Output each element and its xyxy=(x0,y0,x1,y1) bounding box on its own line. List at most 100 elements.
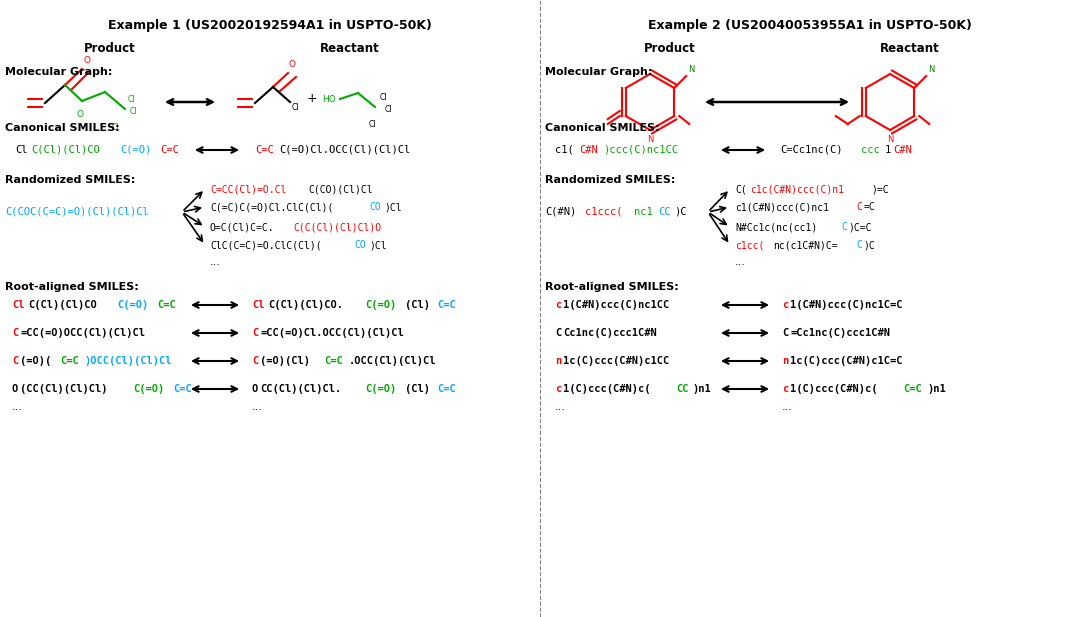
Text: N: N xyxy=(688,65,694,74)
Text: N: N xyxy=(928,65,934,74)
Text: O: O xyxy=(288,60,296,69)
Text: C: C xyxy=(12,356,18,366)
Text: Reactant: Reactant xyxy=(880,42,940,55)
Text: c: c xyxy=(782,384,788,394)
Text: C=C: C=C xyxy=(255,145,273,155)
Text: ...: ... xyxy=(252,402,262,412)
Text: O=C(Cl)C=C.: O=C(Cl)C=C. xyxy=(210,222,274,232)
Text: C(=O): C(=O) xyxy=(365,384,396,394)
Text: Cl: Cl xyxy=(368,120,376,129)
Text: CC(Cl)(Cl)Cl.: CC(Cl)(Cl)Cl. xyxy=(260,384,341,394)
Text: N: N xyxy=(647,135,653,144)
Text: Randomized SMILES:: Randomized SMILES: xyxy=(545,175,675,185)
Text: c1c(C#N)ccc(C)n1: c1c(C#N)ccc(C)n1 xyxy=(751,184,845,194)
Text: C(Cl)(Cl)CO: C(Cl)(Cl)CO xyxy=(31,145,99,155)
Text: C=C: C=C xyxy=(160,145,179,155)
Text: C(=O): C(=O) xyxy=(133,384,164,394)
Text: Cc1nc(C)ccc1C#N: Cc1nc(C)ccc1C#N xyxy=(563,328,657,338)
Text: ...: ... xyxy=(12,402,23,412)
Text: O: O xyxy=(77,110,83,119)
Text: CC: CC xyxy=(676,384,688,394)
Text: O: O xyxy=(83,56,91,65)
Text: 1(C#N)ccc(C)nc1CC: 1(C#N)ccc(C)nc1CC xyxy=(563,300,670,310)
Text: (CC(Cl)(Cl)Cl): (CC(Cl)(Cl)Cl) xyxy=(21,384,108,394)
Text: C=C: C=C xyxy=(325,356,343,366)
Text: =Cc1nc(C)ccc1C#N: =Cc1nc(C)ccc1C#N xyxy=(791,328,890,338)
Text: C: C xyxy=(12,328,18,338)
Text: nc(c1C#N)C=: nc(c1C#N)C= xyxy=(773,240,837,250)
Text: C: C xyxy=(841,222,847,232)
Text: Cl: Cl xyxy=(12,300,25,310)
Text: Canonical SMILES:: Canonical SMILES: xyxy=(5,123,120,133)
Text: c: c xyxy=(555,384,562,394)
Text: Canonical SMILES:: Canonical SMILES: xyxy=(545,123,660,133)
Text: Cl: Cl xyxy=(252,300,265,310)
Text: Cl: Cl xyxy=(129,94,135,104)
Text: CO: CO xyxy=(369,202,381,212)
Text: CO: CO xyxy=(354,240,366,250)
Text: =CC(=O)Cl.OCC(Cl)(Cl)Cl: =CC(=O)Cl.OCC(Cl)(Cl)Cl xyxy=(260,328,404,338)
Text: (=O)(Cl): (=O)(Cl) xyxy=(260,356,310,366)
Text: N#Cc1c(nc(cc1): N#Cc1c(nc(cc1) xyxy=(735,222,818,232)
Text: C=C: C=C xyxy=(173,384,192,394)
Text: Cl: Cl xyxy=(292,102,299,112)
Text: c1(C#N)ccc(C)nc1: c1(C#N)ccc(C)nc1 xyxy=(735,202,829,212)
Text: )C=C: )C=C xyxy=(849,222,873,232)
Text: C(CO)(Cl)Cl: C(CO)(Cl)Cl xyxy=(309,184,374,194)
Text: (=O)(: (=O)( xyxy=(21,356,52,366)
Text: Molecular Graph:: Molecular Graph: xyxy=(545,67,652,77)
Text: Product: Product xyxy=(644,42,696,55)
Text: Example 1 (US20020192594A1 in USPTO-50K): Example 1 (US20020192594A1 in USPTO-50K) xyxy=(108,19,432,32)
Text: Cl: Cl xyxy=(15,145,27,155)
Text: 1(C#N)ccc(C)nc1C=C: 1(C#N)ccc(C)nc1C=C xyxy=(791,300,903,310)
Text: C(C(Cl)(Cl)Cl)O: C(C(Cl)(Cl)Cl)O xyxy=(294,222,381,232)
Text: ...: ... xyxy=(782,402,793,412)
Text: Root-aligned SMILES:: Root-aligned SMILES: xyxy=(545,282,678,292)
Text: C(#N): C(#N) xyxy=(545,207,577,217)
Text: ...: ... xyxy=(210,257,221,267)
Text: ClC(C=C)=O.ClC(Cl)(: ClC(C=C)=O.ClC(Cl)( xyxy=(210,240,322,250)
Text: C: C xyxy=(252,356,258,366)
Text: CC: CC xyxy=(658,207,671,217)
Text: 1: 1 xyxy=(885,145,891,155)
Text: C(: C( xyxy=(735,184,746,194)
Text: )ccc(C)nc1CC: )ccc(C)nc1CC xyxy=(604,145,678,155)
Text: C(=O): C(=O) xyxy=(120,145,151,155)
Text: O: O xyxy=(12,384,18,394)
Text: C=C: C=C xyxy=(437,300,456,310)
Text: Randomized SMILES:: Randomized SMILES: xyxy=(5,175,135,185)
Text: C(=O): C(=O) xyxy=(365,300,396,310)
Text: C: C xyxy=(856,202,862,212)
Text: 1c(C)ccc(C#N)c1CC: 1c(C)ccc(C#N)c1CC xyxy=(563,356,670,366)
Text: c: c xyxy=(555,300,562,310)
Text: HO: HO xyxy=(322,94,336,104)
Text: 1(C)ccc(C#N)c(: 1(C)ccc(C#N)c( xyxy=(791,384,878,394)
Text: (Cl): (Cl) xyxy=(405,384,430,394)
Text: n: n xyxy=(782,356,788,366)
Text: 1(C)ccc(C#N)c(: 1(C)ccc(C#N)c( xyxy=(563,384,650,394)
Text: )OCC(Cl)(Cl)Cl: )OCC(Cl)(Cl)Cl xyxy=(84,356,172,366)
Text: ...: ... xyxy=(555,402,566,412)
Text: C(Cl)(Cl)CO.: C(Cl)(Cl)CO. xyxy=(268,300,343,310)
Text: C=CC(Cl)=O.Cl: C=CC(Cl)=O.Cl xyxy=(210,184,286,194)
Text: .OCC(Cl)(Cl)Cl: .OCC(Cl)(Cl)Cl xyxy=(349,356,436,366)
Text: 1c(C)ccc(C#N)c1C=C: 1c(C)ccc(C#N)c1C=C xyxy=(791,356,903,366)
Text: Cl: Cl xyxy=(380,93,388,102)
Text: )Cl: )Cl xyxy=(369,240,387,250)
Text: c1cc(: c1cc( xyxy=(735,240,765,250)
Text: =CC(=O)OCC(Cl)(Cl)Cl: =CC(=O)OCC(Cl)(Cl)Cl xyxy=(21,328,145,338)
Text: ...: ... xyxy=(735,257,746,267)
Text: C: C xyxy=(782,328,788,338)
Text: C(=C)C(=O)Cl.ClC(Cl)(: C(=C)C(=O)Cl.ClC(Cl)( xyxy=(210,202,334,212)
Text: Root-aligned SMILES:: Root-aligned SMILES: xyxy=(5,282,138,292)
Text: )n1: )n1 xyxy=(927,384,946,394)
Text: N: N xyxy=(887,135,893,144)
Text: C(=O)Cl.OCC(Cl)(Cl)Cl: C(=O)Cl.OCC(Cl)(Cl)Cl xyxy=(280,145,410,155)
Text: C: C xyxy=(555,328,562,338)
Text: ccc: ccc xyxy=(861,145,879,155)
Text: C#N: C#N xyxy=(579,145,598,155)
Text: )C: )C xyxy=(864,240,876,250)
Text: (Cl): (Cl) xyxy=(405,300,430,310)
Text: C=C: C=C xyxy=(437,384,456,394)
Text: c1(: c1( xyxy=(555,145,573,155)
